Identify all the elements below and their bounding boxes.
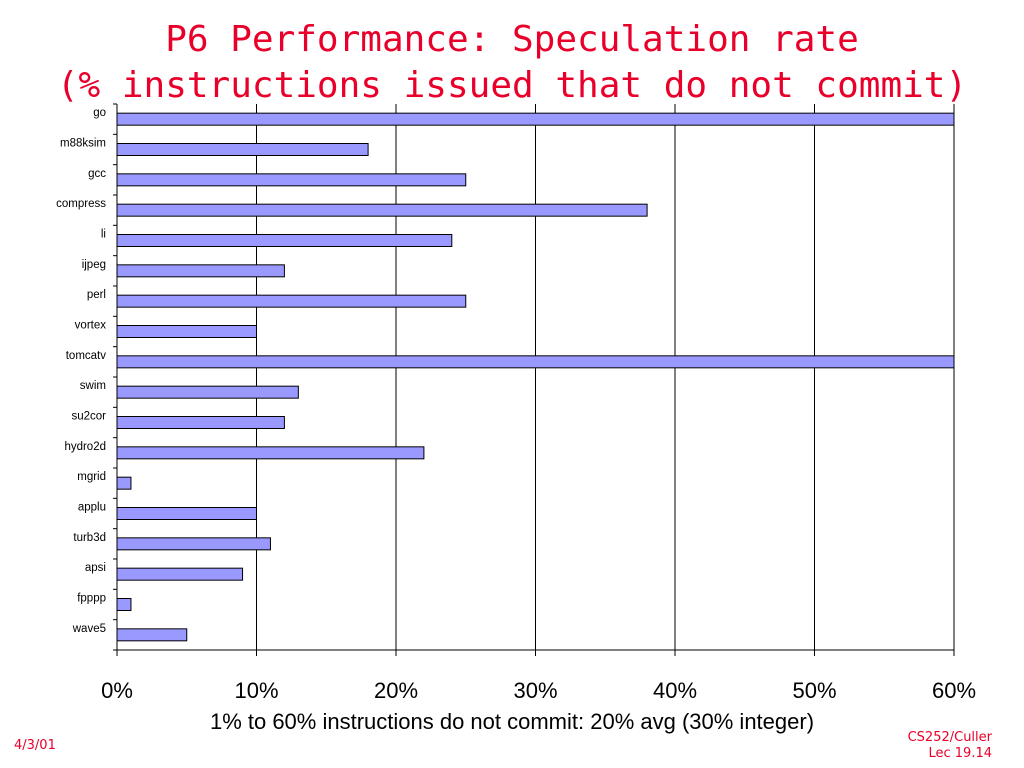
x-tick-label: 60% bbox=[932, 678, 976, 703]
slide-title-line1: P6 Performance: Speculation rate bbox=[165, 19, 859, 60]
category-label: vortex bbox=[75, 320, 107, 332]
category-label: su2cor bbox=[71, 411, 106, 423]
bar-m88ksim bbox=[116, 143, 369, 156]
slide-title-line2: (% instructions issued that do not commi… bbox=[56, 65, 968, 106]
bar-tomcatv bbox=[116, 355, 955, 369]
x-tick-label: 0% bbox=[101, 678, 133, 703]
x-tick-label: 40% bbox=[653, 678, 697, 703]
category-label: hydro2d bbox=[64, 441, 106, 453]
footer-course-info: CS252/Culler Lec 19.14 bbox=[908, 730, 992, 762]
category-label: fpppp bbox=[77, 593, 106, 605]
x-tick-label: 30% bbox=[513, 678, 557, 703]
footer-course-name: CS252/Culler bbox=[907, 730, 992, 745]
x-tick-label: 20% bbox=[374, 678, 418, 703]
category-label: tomcatv bbox=[66, 350, 107, 362]
chart-caption: 1% to 60% instructions do not commit: 20… bbox=[209, 709, 815, 734]
category-label: perl bbox=[87, 289, 106, 301]
category-label: compress bbox=[56, 198, 106, 210]
category-label: applu bbox=[78, 502, 106, 514]
bar-hydro2d bbox=[116, 446, 425, 460]
category-label: wave5 bbox=[72, 623, 106, 635]
category-label: li bbox=[101, 229, 106, 241]
category-label: go bbox=[93, 107, 106, 119]
bar-mgrid bbox=[116, 476, 132, 490]
bar-su2cor bbox=[116, 416, 285, 429]
category-label: m88ksim bbox=[60, 138, 106, 150]
bar-fpppp bbox=[116, 598, 132, 611]
bar-gcc bbox=[116, 173, 467, 187]
category-label: apsi bbox=[85, 562, 106, 574]
bar-swim bbox=[116, 385, 299, 399]
footer-date: 4/3/01 bbox=[14, 738, 56, 753]
bar-ijpeg bbox=[116, 264, 285, 278]
bar-go bbox=[116, 112, 955, 126]
bar-compress bbox=[116, 203, 648, 217]
footer-lecture-number: Lec 19.14 bbox=[928, 746, 992, 761]
category-label: swim bbox=[80, 380, 106, 392]
bar-li bbox=[116, 234, 453, 247]
bar-turb3d bbox=[116, 537, 271, 551]
x-tick-label: 50% bbox=[792, 678, 836, 703]
bar-wave5 bbox=[116, 628, 188, 642]
bar-applu bbox=[116, 507, 257, 520]
bar-perl bbox=[116, 294, 467, 308]
bar-apsi bbox=[116, 567, 244, 581]
category-label: gcc bbox=[88, 168, 106, 180]
category-label: turb3d bbox=[73, 532, 106, 544]
category-label: ijpeg bbox=[82, 259, 106, 271]
x-tick-label: 10% bbox=[234, 678, 278, 703]
bar-vortex bbox=[116, 325, 257, 338]
category-label: mgrid bbox=[77, 471, 106, 483]
